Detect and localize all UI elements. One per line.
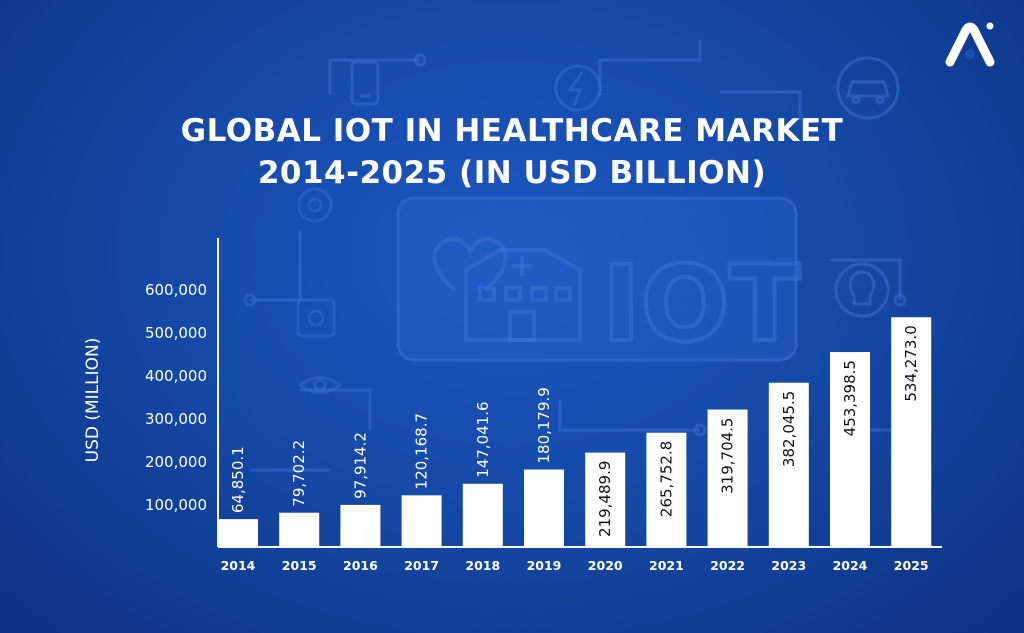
bar-value-label: 382,045.5 [780,391,798,467]
bar [524,469,564,547]
x-tick-label: 2016 [343,558,378,573]
bar [401,495,442,547]
y-tick-label: 200,000 [145,453,207,471]
car-icon [836,56,900,120]
bar-value-label: 219,489.9 [596,461,614,537]
circuit-icon [296,298,336,338]
y-axis-label: USD (MILLION) [83,338,103,463]
bar [646,432,687,547]
lightning-icon [554,64,602,112]
phone-icon [350,60,380,106]
bar [279,512,320,547]
labels-layer: 100,000 200,000 300,000 400,000 500,000 600,0… [83,281,929,573]
bar [340,504,381,547]
hospital-icon [464,248,582,342]
bar-value-label: 180,179.9 [535,387,553,463]
y-tick-label: 400,000 [145,367,207,385]
axes-layer [217,238,942,548]
bar-value-label: 147,041.6 [474,401,492,477]
x-tick-label: 2019 [527,558,562,573]
bar [891,317,932,547]
bar-value-label: 120,168.7 [413,413,431,489]
bars-layer [218,317,932,547]
x-tick-label: 2022 [710,558,745,573]
bar-value-label: 79,702.2 [290,440,308,507]
y-tick-label: 500,000 [145,324,207,342]
x-tick-label: 2018 [465,558,500,573]
bar [218,519,258,547]
bar-value-label: 453,398.5 [841,360,859,436]
x-tick-label: 2021 [649,558,684,573]
x-tick-label: 2023 [771,558,806,573]
bar-value-label: 64,850.1 [229,446,247,513]
y-tick-label: 300,000 [145,410,207,428]
brand-logo-icon [945,22,995,67]
bar-value-label: 534,273.0 [902,325,920,401]
x-tick-label: 2017 [404,558,439,573]
y-tick-label: 100,000 [145,496,207,514]
bar [830,352,870,547]
background-iot-label: IOT [602,243,800,365]
gear-icon [297,187,333,223]
x-tick-label: 2015 [282,558,317,573]
y-tick-label: 600,000 [145,281,207,299]
x-tick-label: 2025 [894,558,929,573]
chart-title-line-1: GLOBAL IOT IN HEALTHCARE MARKET [180,113,844,149]
bar [585,452,626,547]
bar-value-label: 97,914.2 [351,432,369,499]
bar [707,409,748,547]
bar [768,382,809,547]
eye-icon [297,376,343,394]
lightbulb-icon [834,262,890,318]
x-tick-label: 2024 [833,558,868,573]
x-tick-label: 2014 [221,558,256,573]
chart-title: GLOBAL IOT IN HEALTHCARE MARKET 2014-202… [0,110,1024,194]
chart-title-line-2: 2014-2025 (IN USD BILLION) [257,155,767,191]
x-tick-label: 2020 [588,558,623,573]
bar-value-label: 265,752.8 [657,441,675,517]
bar [462,483,503,547]
bar-value-label: 319,704.5 [719,418,737,494]
